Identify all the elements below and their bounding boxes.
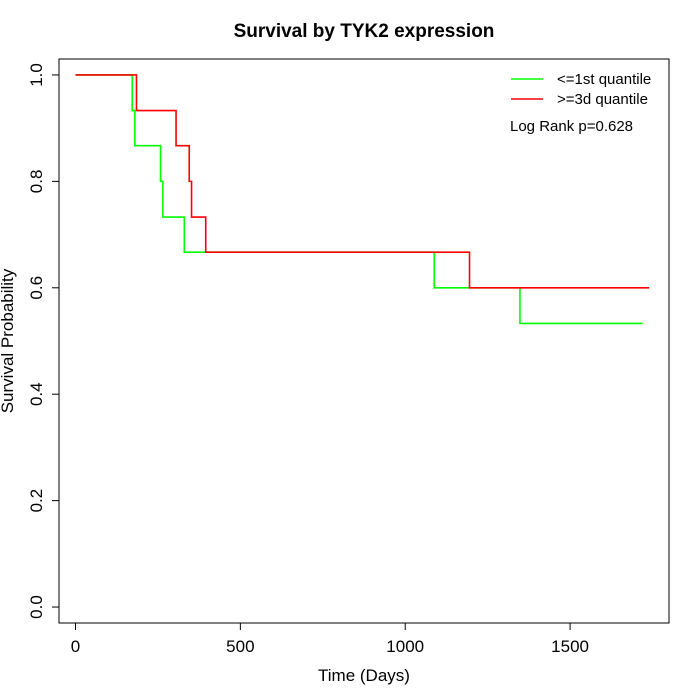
plot-frame <box>58 58 670 624</box>
y-axis-label: Survival Probability <box>0 268 17 413</box>
series-line-1 <box>75 74 650 289</box>
x-tick-label: 1500 <box>551 637 589 656</box>
legend: <=1st quantile >=3d quantile <box>511 71 651 108</box>
y-tick-label: 0.8 <box>27 170 46 194</box>
series-layer <box>75 74 650 325</box>
x-axis-label: Time (Days) <box>318 666 410 685</box>
y-axis: 0.0 0.2 0.4 0.6 0.8 1.0 <box>27 63 60 619</box>
x-axis: 0 500 1000 1500 <box>71 622 589 656</box>
legend-label-1: >=3d quantile <box>557 91 648 108</box>
y-tick-label: 0.4 <box>27 382 46 406</box>
y-tick-label: 0.2 <box>27 489 46 513</box>
series-line-0 <box>75 74 643 325</box>
chart-title: Survival by TYK2 expression <box>234 21 495 42</box>
y-tick-label: 0.6 <box>27 276 46 300</box>
y-tick-label: 0.0 <box>27 595 46 619</box>
legend-label-0: <=1st quantile <box>557 71 651 88</box>
y-tick-label: 1.0 <box>27 63 46 87</box>
log-rank-annotation: Log Rank p=0.628 <box>510 118 633 135</box>
x-tick-label: 0 <box>71 637 80 656</box>
x-tick-label: 500 <box>226 637 254 656</box>
x-tick-label: 1000 <box>386 637 424 656</box>
